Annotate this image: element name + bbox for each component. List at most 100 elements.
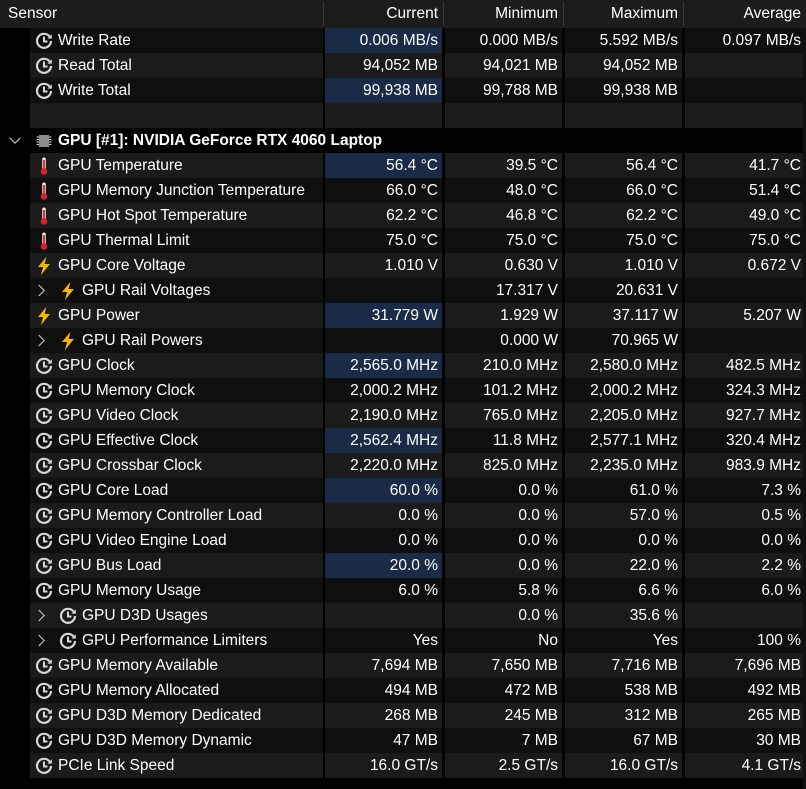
sensor-row[interactable]: GPU Video Engine Load 0.0 % 0.0 % 0.0 % 0.0 … <box>0 528 806 553</box>
value-current: 0.0 % <box>325 528 442 553</box>
sensor-name: GPU D3D Usages <box>58 603 208 628</box>
value-minimum: 11.8 MHz <box>445 428 562 453</box>
column-header-sensor[interactable]: Sensor <box>0 0 323 28</box>
value-average <box>685 278 803 303</box>
sensor-label: GPU Memory Clock <box>58 381 195 399</box>
sensor-row[interactable]: GPU Thermal Limit 75.0 °C 75.0 °C 75.0 °C 75… <box>0 228 806 253</box>
value-maximum: 7,716 MB <box>565 653 682 678</box>
sensor-name-cell <box>30 453 323 478</box>
sensor-row[interactable]: GPU Memory Clock 2,000.2 MHz 101.2 MHz 2,00… <box>0 378 806 403</box>
value-average: 75.0 °C <box>685 228 803 253</box>
value-minimum: 0.000 MB/s <box>445 28 562 53</box>
empty-cell <box>30 103 323 128</box>
sensor-label: GPU Core Load <box>58 481 169 499</box>
sensor-name-cell <box>30 28 323 53</box>
sensor-name-cell <box>30 753 323 778</box>
sensor-row[interactable]: GPU Memory Junction Temperature 66.0 °C 48… <box>0 178 806 203</box>
value-minimum: 0.0 % <box>445 528 562 553</box>
column-header-maximum[interactable]: Maximum <box>565 0 682 28</box>
sensor-row[interactable]: GPU Memory Allocated 494 MB 472 MB 538 MB 49… <box>0 678 806 703</box>
sensor-row[interactable]: GPU D3D Usages 0.0 % 35.6 % <box>0 603 806 628</box>
sensor-name-cell <box>30 653 323 678</box>
value-maximum: 2,577.1 MHz <box>565 428 682 453</box>
chevron-right-icon[interactable] <box>34 328 48 353</box>
sensor-row[interactable]: GPU Bus Load 20.0 % 0.0 % 22.0 % 2.2 % <box>0 553 806 578</box>
thermometer-icon <box>34 206 54 226</box>
table-header: Sensor Current Minimum Maximum Average <box>0 0 806 28</box>
sensor-name-cell <box>30 53 323 78</box>
clock-icon <box>34 481 54 501</box>
sensor-row[interactable]: PCIe Link Speed 16.0 GT/s 2.5 GT/s 16.0 GT/… <box>0 753 806 778</box>
sensor-label: GPU Memory Controller Load <box>58 506 263 524</box>
sensor-row[interactable]: GPU Temperature 56.4 °C 39.5 °C 56.4 °C 41.7… <box>0 153 806 178</box>
sensor-name: Write Total <box>34 78 131 103</box>
section-row[interactable]: GPU [#1]: NVIDIA GeForce RTX 4060 Laptop <box>0 128 806 153</box>
sensor-name: GPU Memory Allocated <box>34 678 219 703</box>
value-average: 49.0 °C <box>685 203 803 228</box>
sensor-row[interactable]: Read Total 94,052 MB 94,021 MB 94,052 MB <box>0 53 806 78</box>
column-header-average[interactable]: Average <box>685 0 803 28</box>
sensor-name: GPU Memory Available <box>34 653 218 678</box>
value-minimum: 765.0 MHz <box>445 403 562 428</box>
column-divider[interactable] <box>323 2 324 26</box>
chevron-down-icon[interactable] <box>8 128 22 153</box>
chevron-right-icon[interactable] <box>34 278 48 303</box>
sensor-row[interactable]: Write Total 99,938 MB 99,788 MB 99,938 MB <box>0 78 806 103</box>
sensor-row[interactable]: GPU Memory Controller Load 0.0 % 0.0 % 57.0… <box>0 503 806 528</box>
chevron-right-icon[interactable] <box>34 603 48 628</box>
scrollbar[interactable] <box>803 28 806 789</box>
value-minimum: 0.0 % <box>445 603 562 628</box>
sensor-label: GPU Performance Limiters <box>82 631 268 649</box>
value-minimum: 0.0 % <box>445 478 562 503</box>
sensor-row[interactable]: GPU Performance Limiters Yes No Yes 100 % <box>0 628 806 653</box>
sensor-row[interactable]: GPU Power 31.779 W 1.929 W 37.117 W 5.207 W <box>0 303 806 328</box>
sensor-row[interactable]: Write Rate 0.006 MB/s 0.000 MB/s 5.592 MB/s… <box>0 28 806 53</box>
value-maximum: 66.0 °C <box>565 178 682 203</box>
column-header-minimum[interactable]: Minimum <box>445 0 562 28</box>
column-header-current[interactable]: Current <box>325 0 442 28</box>
value-minimum: 5.8 % <box>445 578 562 603</box>
sensor-name: GPU Rail Powers <box>58 328 203 353</box>
sensor-row[interactable]: GPU Video Clock 2,190.0 MHz 765.0 MHz 2,205… <box>0 403 806 428</box>
clock-icon <box>34 681 54 701</box>
value-current: 31.779 W <box>325 303 442 328</box>
sensor-name-cell <box>30 178 323 203</box>
value-maximum: 2,205.0 MHz <box>565 403 682 428</box>
clock-icon <box>34 506 54 526</box>
sensor-name: GPU Memory Controller Load <box>34 503 262 528</box>
sensor-name-cell <box>30 228 323 253</box>
sensor-row[interactable]: GPU Memory Available 7,694 MB 7,650 MB 7,71… <box>0 653 806 678</box>
column-divider[interactable] <box>563 2 564 26</box>
empty-cell <box>685 103 803 128</box>
sensor-row[interactable]: GPU Core Load 60.0 % 0.0 % 61.0 % 7.3 % <box>0 478 806 503</box>
sensor-row[interactable]: GPU Rail Voltages 17.317 V 20.631 V <box>0 278 806 303</box>
spacer-row <box>0 103 806 128</box>
sensor-name-cell <box>30 428 323 453</box>
sensor-label: GPU Temperature <box>58 156 183 174</box>
sensor-row[interactable]: GPU D3D Memory Dynamic 47 MB 7 MB 67 MB 30 M… <box>0 728 806 753</box>
value-minimum: 94,021 MB <box>445 53 562 78</box>
sensor-row[interactable]: GPU D3D Memory Dedicated 268 MB 245 MB 312 … <box>0 703 806 728</box>
empty-cell <box>565 103 682 128</box>
value-current: 2,000.2 MHz <box>325 378 442 403</box>
sensor-name: GPU Memory Junction Temperature <box>34 178 305 203</box>
sensor-label: GPU Hot Spot Temperature <box>58 206 248 224</box>
column-divider[interactable] <box>443 2 444 26</box>
value-average: 482.5 MHz <box>685 353 803 378</box>
value-current: 6.0 % <box>325 578 442 603</box>
sensor-row[interactable]: GPU Memory Usage 6.0 % 5.8 % 6.6 % 6.0 % <box>0 578 806 603</box>
chevron-right-icon[interactable] <box>34 628 48 653</box>
value-average: 6.0 % <box>685 578 803 603</box>
sensor-label: GPU D3D Memory Dedicated <box>58 706 262 724</box>
sensor-row[interactable]: GPU Effective Clock 2,562.4 MHz 11.8 MHz 2,… <box>0 428 806 453</box>
value-maximum: 99,938 MB <box>565 78 682 103</box>
value-average: 41.7 °C <box>685 153 803 178</box>
sensor-row[interactable]: GPU Hot Spot Temperature 62.2 °C 46.8 °C 62… <box>0 203 806 228</box>
sensor-row[interactable]: GPU Crossbar Clock 2,220.0 MHz 825.0 MHz 2,… <box>0 453 806 478</box>
value-average: 320.4 MHz <box>685 428 803 453</box>
sensor-row[interactable]: GPU Core Voltage 1.010 V 0.630 V 1.010 V 0.6… <box>0 253 806 278</box>
column-divider[interactable] <box>683 2 684 26</box>
sensor-row[interactable]: GPU Clock 2,565.0 MHz 210.0 MHz 2,580.0 MHz… <box>0 353 806 378</box>
sensor-row[interactable]: GPU Rail Powers 0.000 W 70.965 W <box>0 328 806 353</box>
